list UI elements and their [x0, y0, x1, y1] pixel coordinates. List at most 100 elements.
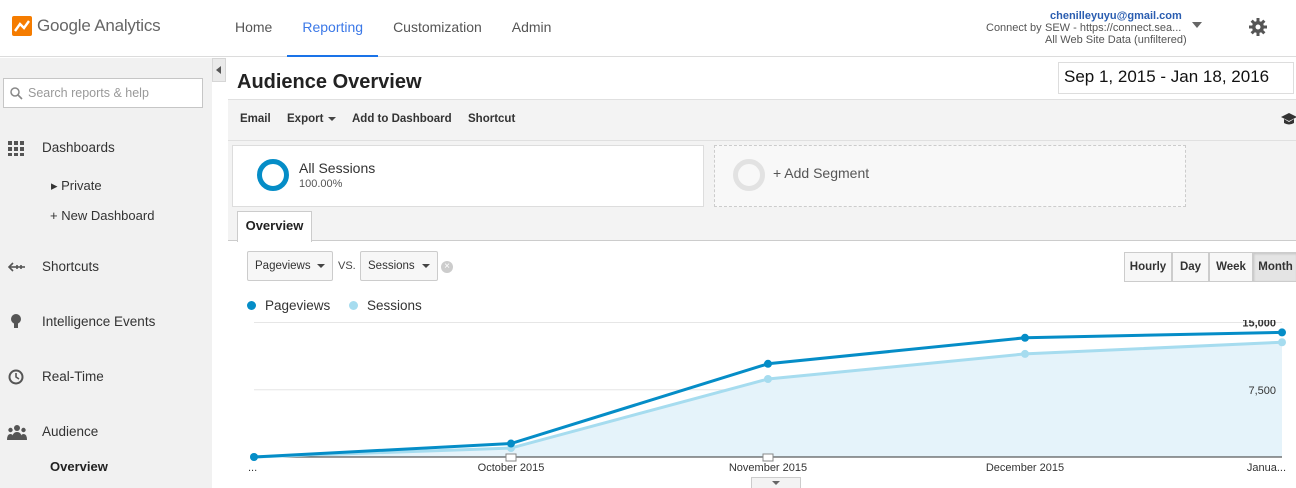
sessions-area [254, 342, 1282, 457]
clear-comparison-icon[interactable]: × [441, 261, 453, 273]
sidebar-item-label: Real-Time [42, 369, 104, 384]
legend-dot-sessions [349, 301, 358, 310]
chevron-down-icon [317, 264, 325, 268]
data-point-sessions [1021, 349, 1029, 358]
account-email: chenilleyuyu@gmail.com [1050, 10, 1182, 22]
clock-icon [8, 369, 24, 385]
connect-label: Connect by [986, 22, 1042, 34]
data-point-pageviews [1021, 333, 1029, 342]
empty-segment-ring-icon [733, 159, 765, 191]
x-tick-label: November 2015 [729, 462, 807, 474]
line-chart[interactable]: 7,500 15,000... October 2015 November 2015 D… [228, 320, 1296, 488]
data-point-sessions [764, 375, 772, 384]
add-segment-button[interactable]: + Add Segment [714, 145, 1186, 207]
app-name: Google Analytics [37, 16, 161, 35]
sidebar: Dashboards ▸ Private + New Dashboard Sho… [0, 58, 212, 488]
nav-tab-customization[interactable]: Customization [393, 19, 482, 35]
chevron-down-icon [328, 116, 337, 121]
legend-dot-pageviews [247, 301, 256, 310]
granularity-month-button[interactable]: Month [1253, 252, 1296, 282]
secondary-metric-select[interactable]: Sessions [360, 251, 438, 281]
segment-name: All Sessions [299, 160, 376, 176]
legend-sessions: Sessions [349, 298, 422, 313]
segment-all-sessions[interactable]: All Sessions 100.00% [232, 145, 704, 207]
email-label: Email [240, 113, 271, 125]
grid-icon [8, 141, 24, 156]
sidebar-subitem-private[interactable]: ▸ Private [51, 178, 102, 193]
shortcut-arrow-icon [7, 262, 25, 272]
sidebar-subitem-overview[interactable]: Overview [50, 459, 108, 474]
y-tick-label: 7,500 [1248, 385, 1276, 397]
secondary-metric-value: Sessions [368, 260, 415, 272]
add-segment-label: + Add Segment [773, 165, 870, 181]
chevron-down-icon[interactable] [1192, 22, 1202, 28]
expand-chart-toggle[interactable] [751, 477, 801, 488]
segment-bar: All Sessions 100.00% + Add Segment [228, 141, 1296, 213]
sidebar-item-label: Intelligence Events [42, 314, 156, 329]
graduation-cap-icon[interactable] [1281, 112, 1296, 126]
lightbulb-icon [11, 314, 21, 328]
main-content: Audience Overview Sep 1, 2015 - Jan 18, … [228, 58, 1296, 488]
email-button[interactable]: Email [240, 113, 271, 125]
annotation-marker-icon [762, 453, 774, 462]
data-point-pageviews [1278, 328, 1286, 337]
sidebar-item-real-time[interactable]: Real-Time [0, 366, 212, 388]
annotation-marker-icon [505, 453, 517, 462]
data-point-pageviews [507, 439, 515, 448]
legend-label: Pageviews [265, 298, 331, 313]
add-to-dashboard-button[interactable]: Add to Dashboard [352, 113, 452, 125]
nav-tab-home[interactable]: Home [235, 19, 273, 35]
x-tick-label: December 2015 [986, 462, 1064, 474]
main-nav: Home Reporting Customization Admin [220, 0, 566, 57]
export-label: Export [287, 113, 324, 125]
nav-tab-reporting[interactable]: Reporting [287, 0, 379, 57]
segment-ring-icon [257, 159, 289, 191]
sidebar-item-label: Audience [42, 424, 99, 439]
sidebar-item-audience[interactable]: Audience [0, 421, 212, 443]
search-icon [10, 87, 23, 100]
segment-percent: 100.00% [299, 178, 343, 190]
sidebar-item-intelligence-events[interactable]: Intelligence Events [0, 311, 212, 333]
export-button[interactable]: Export [287, 113, 337, 125]
x-tick-label: Janua... [1247, 462, 1286, 474]
date-range-picker[interactable]: Sep 1, 2015 - Jan 18, 2016 [1058, 62, 1294, 94]
shortcut-label: Shortcut [468, 113, 516, 125]
people-icon [7, 425, 27, 440]
google-analytics-logo[interactable]: Google Analytics [12, 16, 161, 36]
report-toolbar: Email Export Add to Dashboard Shortcut [228, 99, 1296, 141]
add-to-dashboard-label: Add to Dashboard [352, 113, 452, 125]
primary-metric-value: Pageviews [255, 260, 311, 272]
tab-overview[interactable]: Overview [237, 211, 312, 242]
analytics-logo-icon [12, 16, 32, 36]
y-tick-label: 15,000 [1242, 320, 1276, 330]
vs-label: VS. [338, 260, 356, 272]
shortcut-button[interactable]: Shortcut [468, 113, 515, 125]
nav-tab-admin[interactable]: Admin [511, 19, 552, 35]
legend-label: Sessions [367, 298, 422, 313]
x-tick-label: October 2015 [478, 462, 545, 474]
report-tabs: Overview [228, 211, 1296, 242]
top-bar: Google Analytics Home Reporting Customiz… [0, 0, 1296, 57]
property-name: SEW - https://connect.sea... [1045, 22, 1182, 34]
x-tick-label: ... [248, 462, 257, 474]
data-point-pageviews [250, 453, 258, 461]
sidebar-item-label: Dashboards [42, 140, 115, 155]
sidebar-item-shortcuts[interactable]: Shortcuts [0, 256, 212, 278]
sidebar-subitem-new-dashboard[interactable]: + New Dashboard [50, 208, 155, 223]
data-point-sessions [1278, 338, 1286, 347]
chevron-down-icon [422, 264, 430, 268]
sidebar-item-label: Shortcuts [42, 259, 100, 274]
view-name: All Web Site Data (unfiltered) [1045, 34, 1187, 46]
search-box[interactable] [3, 78, 203, 108]
sidebar-collapse-button[interactable] [212, 58, 226, 82]
gear-icon[interactable] [1248, 17, 1268, 37]
granularity-week-button[interactable]: Week [1209, 252, 1253, 282]
search-input[interactable] [28, 84, 198, 102]
primary-metric-select[interactable]: Pageviews [247, 251, 333, 281]
page-title: Audience Overview [237, 71, 422, 93]
legend-pageviews: Pageviews [247, 298, 330, 313]
granularity-hourly-button[interactable]: Hourly [1124, 252, 1172, 282]
sidebar-item-dashboards[interactable]: Dashboards [0, 137, 212, 159]
data-point-pageviews [764, 359, 772, 368]
granularity-day-button[interactable]: Day [1172, 252, 1209, 282]
